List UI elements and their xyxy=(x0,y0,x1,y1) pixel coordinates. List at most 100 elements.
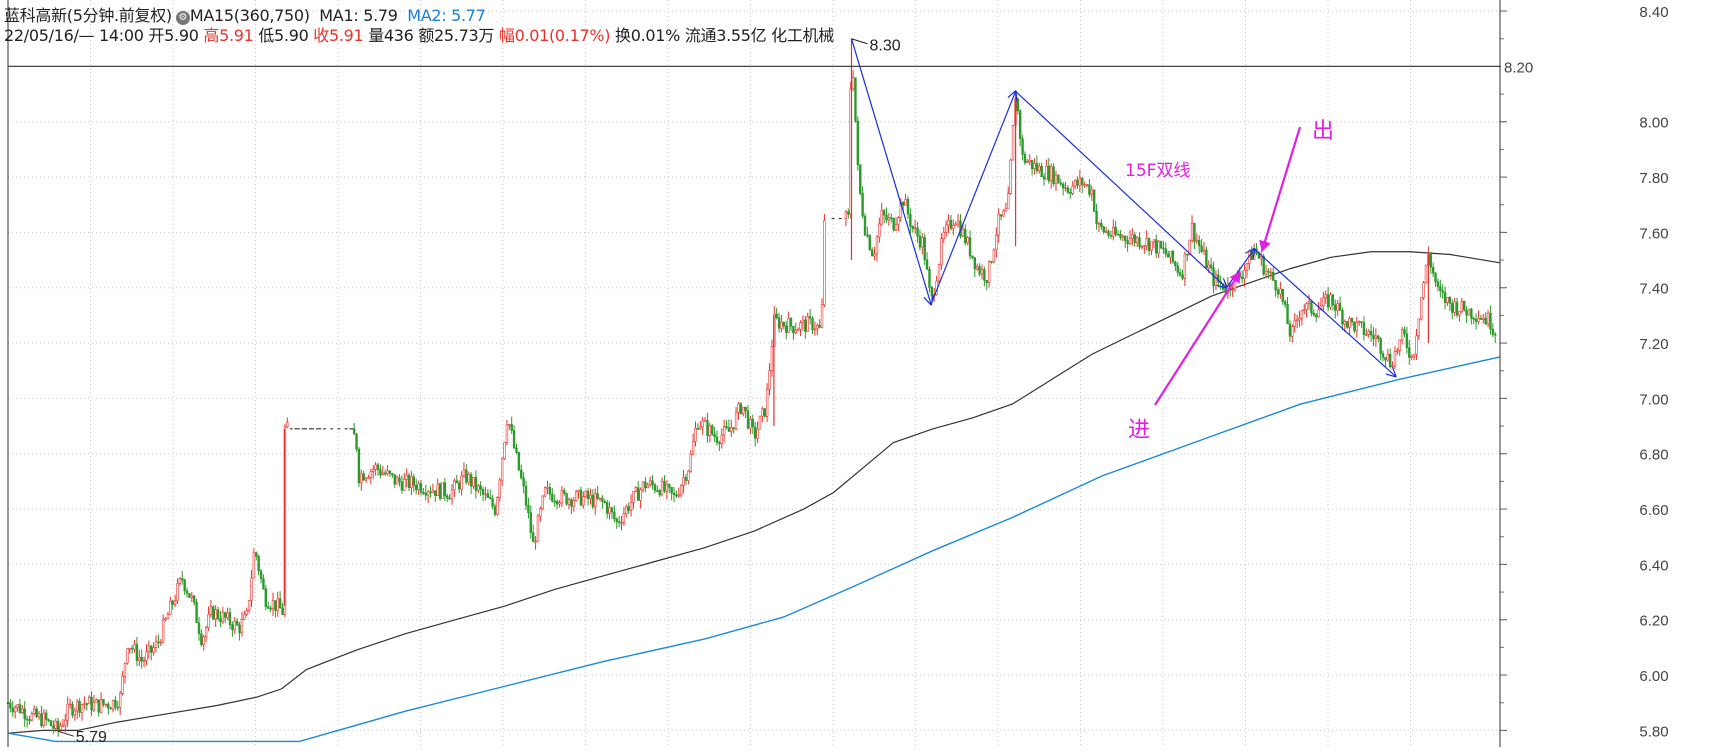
candle-down xyxy=(212,606,215,620)
candle-down xyxy=(157,641,160,644)
candle-down xyxy=(429,491,432,494)
ma2-line xyxy=(7,356,1501,743)
candle-up xyxy=(632,491,635,503)
candle-down xyxy=(1186,253,1189,256)
current-price-tag: 8.20 xyxy=(1504,59,1533,76)
candle-up xyxy=(1083,184,1086,187)
candle-up xyxy=(1410,355,1413,358)
candle-up xyxy=(152,647,155,653)
settings-gear-icon[interactable]: ⚙ xyxy=(175,11,190,25)
candle-up xyxy=(1260,256,1263,259)
candle-down xyxy=(422,492,425,494)
candle-up xyxy=(1386,354,1390,361)
candle-up xyxy=(484,493,487,496)
high-marker-leader xyxy=(851,38,868,45)
candle-up xyxy=(1152,239,1156,243)
candle-down xyxy=(718,442,721,445)
candle-up xyxy=(1245,263,1249,271)
candle-up xyxy=(472,476,475,487)
candle-up xyxy=(173,600,177,605)
candle-up xyxy=(147,645,151,653)
candle-up xyxy=(1460,300,1464,312)
candle-down xyxy=(579,489,583,506)
candle-down xyxy=(200,633,203,645)
candle-up xyxy=(1128,238,1132,244)
candle-up xyxy=(1482,317,1485,320)
candle-up xyxy=(133,644,136,650)
candle-down xyxy=(278,598,282,609)
candle-up xyxy=(431,490,435,493)
stock-name[interactable]: 蓝科高新(5分钟.前复权) xyxy=(4,6,172,25)
candle-up xyxy=(1188,240,1191,256)
candle-down xyxy=(1431,266,1435,274)
candle-up xyxy=(477,485,480,491)
candle-down xyxy=(1479,318,1483,320)
candle-up xyxy=(1078,177,1082,186)
candle-down xyxy=(1198,239,1201,247)
candle-down xyxy=(1281,288,1284,302)
candle-down xyxy=(90,696,93,711)
amount-value: 25.73万 xyxy=(434,26,495,45)
candle-down xyxy=(52,725,55,729)
candle-down xyxy=(407,474,411,489)
candle-up xyxy=(720,434,723,445)
candle-up xyxy=(42,712,46,727)
candle-up xyxy=(708,425,712,436)
candle-up xyxy=(589,494,592,500)
candle-up xyxy=(121,675,124,694)
candle-down xyxy=(856,120,860,166)
ma15-label[interactable]: MA15(360,750) xyxy=(189,6,310,25)
candle-up xyxy=(59,725,62,731)
candle-down xyxy=(1018,110,1022,140)
candle-down xyxy=(527,504,530,513)
candle-down xyxy=(949,220,953,229)
candle-up xyxy=(956,220,960,225)
candle-down xyxy=(1436,281,1440,287)
candle-up xyxy=(541,495,544,510)
candle-up xyxy=(1357,321,1361,323)
candle-down xyxy=(663,480,666,492)
candle-up xyxy=(546,487,549,489)
candle-up xyxy=(138,657,141,661)
candle-up xyxy=(54,720,57,729)
candle-up xyxy=(1169,250,1172,258)
candle-up xyxy=(904,199,907,206)
candle-up xyxy=(699,426,702,430)
candle-up xyxy=(204,627,208,637)
candle-up xyxy=(765,389,769,417)
candle-up xyxy=(1393,350,1397,367)
candle-down xyxy=(1338,303,1342,311)
candle-down xyxy=(868,235,871,251)
trend-lines xyxy=(850,38,1395,377)
candle-down xyxy=(116,706,120,709)
candle-down xyxy=(923,237,926,261)
candle-up xyxy=(360,473,363,484)
candle-up xyxy=(1477,318,1480,322)
candle-up xyxy=(190,595,194,598)
candle-down xyxy=(114,699,117,708)
candle-down xyxy=(651,480,654,486)
candle-down xyxy=(107,703,110,709)
candle-down xyxy=(713,433,716,438)
candle-up xyxy=(1038,165,1041,171)
candle-up xyxy=(1305,303,1308,311)
candle-up xyxy=(453,480,456,491)
candle-up xyxy=(844,211,848,219)
candle-up xyxy=(1150,241,1153,251)
candle-up xyxy=(1054,174,1058,184)
candle-up xyxy=(770,346,774,371)
candle-up xyxy=(1486,312,1490,325)
candle-down xyxy=(1095,210,1098,225)
candle-up xyxy=(677,494,681,497)
candle-up xyxy=(560,490,564,504)
candle-up xyxy=(756,428,759,439)
candle-down xyxy=(617,521,621,524)
candle-down xyxy=(23,708,26,720)
candle-up xyxy=(558,502,561,505)
candle-down xyxy=(1405,333,1409,349)
candle-down xyxy=(866,234,869,237)
candle-down xyxy=(782,321,786,327)
candle-up xyxy=(1343,321,1347,325)
